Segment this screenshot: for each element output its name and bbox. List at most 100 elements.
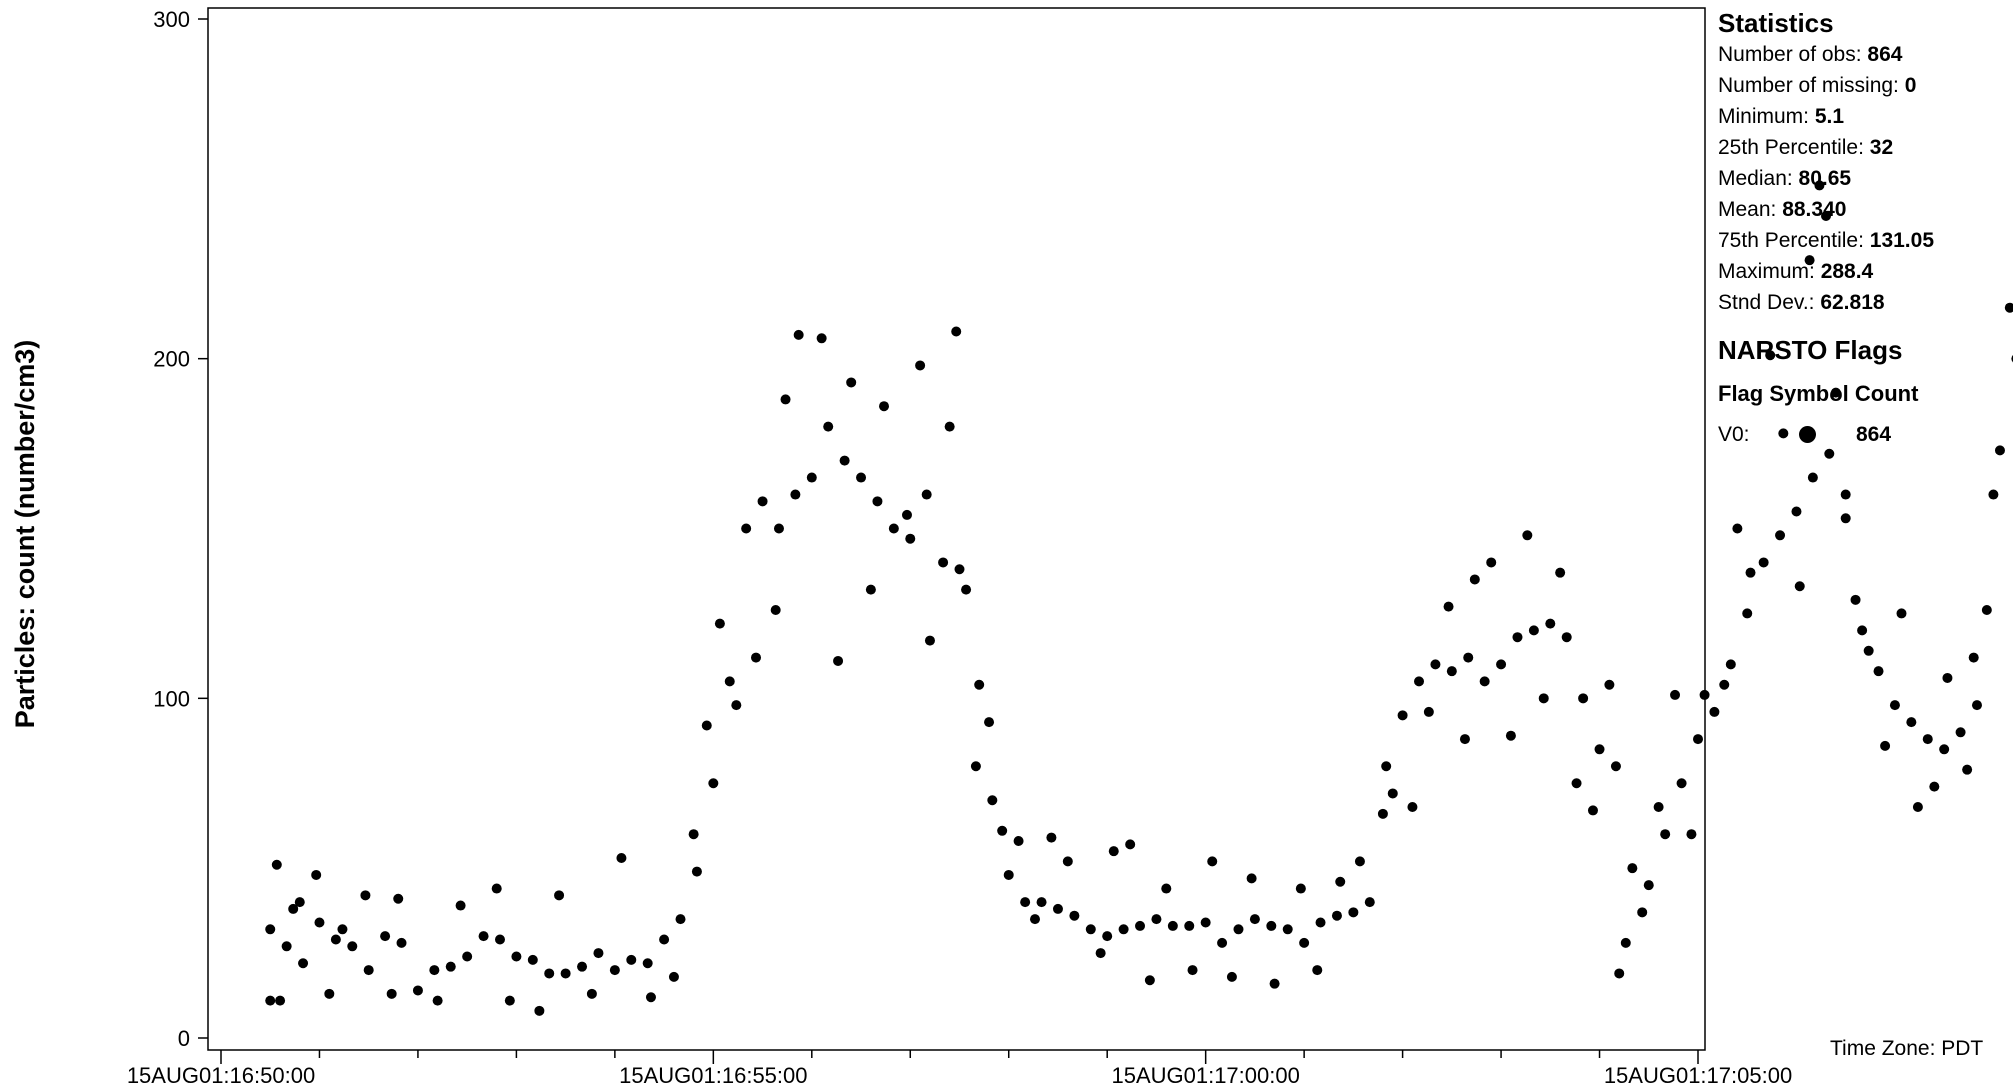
data-point xyxy=(1962,764,1973,775)
data-point xyxy=(1423,706,1434,717)
statistic-value: 864 xyxy=(1867,43,1903,66)
data-point xyxy=(1732,523,1743,534)
data-point xyxy=(1821,211,1832,222)
data-point xyxy=(1555,567,1566,578)
data-point xyxy=(1331,910,1342,921)
data-point xyxy=(1249,914,1260,925)
data-point xyxy=(1512,632,1523,643)
data-point xyxy=(816,333,827,344)
data-point xyxy=(905,533,916,544)
statistics-title: Statistics xyxy=(1718,8,1834,38)
data-point xyxy=(1840,513,1851,524)
data-point xyxy=(1020,897,1031,908)
statistic-label: Number of missing: xyxy=(1718,74,1905,97)
data-point xyxy=(1184,920,1195,931)
data-point xyxy=(1922,734,1933,745)
data-point xyxy=(2004,302,2013,313)
data-point xyxy=(1545,618,1556,629)
flags-header: Flag Symbol Count xyxy=(1718,381,1919,406)
data-point xyxy=(478,931,489,942)
data-point xyxy=(1430,659,1441,670)
data-point xyxy=(1161,883,1172,894)
data-point xyxy=(691,866,702,877)
data-point xyxy=(1538,693,1549,704)
y-axis: 0 100 200 300 xyxy=(153,7,208,1051)
statistic-label: Minimum: xyxy=(1718,105,1815,128)
data-point xyxy=(586,988,597,999)
data-point xyxy=(314,917,325,928)
data-point xyxy=(1463,652,1474,663)
data-point xyxy=(412,985,423,996)
data-point xyxy=(1233,924,1244,935)
data-point xyxy=(1036,897,1047,908)
statistic-row: 25th Percentile: 32 xyxy=(1718,132,1934,163)
data-point xyxy=(1610,761,1621,772)
statistic-row: Median: 80.65 xyxy=(1718,163,1934,194)
data-point xyxy=(1200,917,1211,928)
statistic-label: Stnd Dev.: xyxy=(1718,291,1821,314)
data-point xyxy=(1459,734,1470,745)
data-point xyxy=(1994,445,2005,456)
data-point xyxy=(951,326,962,337)
data-point xyxy=(1775,530,1786,541)
data-point xyxy=(1758,557,1769,568)
data-point xyxy=(751,652,762,663)
data-point xyxy=(865,584,876,595)
x-tick-label: 15AUG01:17:00:00 xyxy=(1111,1063,1299,1088)
data-point xyxy=(534,1005,545,1016)
data-point xyxy=(1387,788,1398,799)
statistic-label: Maximum: xyxy=(1718,260,1821,283)
data-point xyxy=(1699,689,1710,700)
data-point xyxy=(577,961,588,972)
data-point xyxy=(1693,734,1703,745)
data-point xyxy=(1578,693,1589,704)
data-point xyxy=(1968,652,1979,663)
data-point xyxy=(462,951,473,962)
data-point xyxy=(311,869,322,880)
data-point xyxy=(1794,581,1805,592)
data-point xyxy=(954,564,965,575)
data-point xyxy=(298,958,309,969)
data-point xyxy=(1505,730,1516,741)
data-point xyxy=(1335,876,1346,887)
statistic-value: 288.4 xyxy=(1820,260,1874,283)
statistic-value: 131.05 xyxy=(1869,229,1934,252)
data-point xyxy=(1929,781,1940,792)
data-point xyxy=(780,394,791,405)
x-tick-label: 15AUG01:17:05:00 xyxy=(1604,1063,1792,1088)
data-point xyxy=(1676,778,1687,789)
data-point xyxy=(1620,937,1631,948)
data-point xyxy=(1443,601,1454,612)
data-point xyxy=(1397,710,1408,721)
data-point xyxy=(1354,856,1365,867)
data-point xyxy=(294,897,305,908)
data-point xyxy=(616,852,627,863)
statistic-row: Mean: 88.340 xyxy=(1718,194,1934,225)
data-point xyxy=(1643,880,1654,891)
data-point xyxy=(1052,903,1063,914)
data-point xyxy=(790,489,801,500)
data-point xyxy=(1299,937,1310,948)
data-point xyxy=(921,489,932,500)
x-tick-label: 15AUG01:16:55:00 xyxy=(619,1063,807,1088)
data-point xyxy=(879,401,890,412)
data-point xyxy=(1637,907,1648,918)
data-point xyxy=(396,937,407,948)
data-point xyxy=(1670,689,1681,700)
data-point xyxy=(1135,920,1146,931)
data-point xyxy=(961,584,972,595)
data-point xyxy=(901,509,912,520)
data-point xyxy=(1207,856,1218,867)
statistic-label: Number of obs: xyxy=(1718,43,1868,66)
data-point xyxy=(1167,920,1178,931)
data-point xyxy=(1144,975,1155,986)
data-point xyxy=(1062,856,1073,867)
data-point xyxy=(1719,679,1730,690)
data-point xyxy=(494,934,505,945)
data-point xyxy=(997,825,1008,836)
data-point xyxy=(839,455,850,466)
data-point xyxy=(1725,659,1736,670)
filled-circle-icon xyxy=(1799,426,1816,443)
data-point xyxy=(337,924,348,935)
